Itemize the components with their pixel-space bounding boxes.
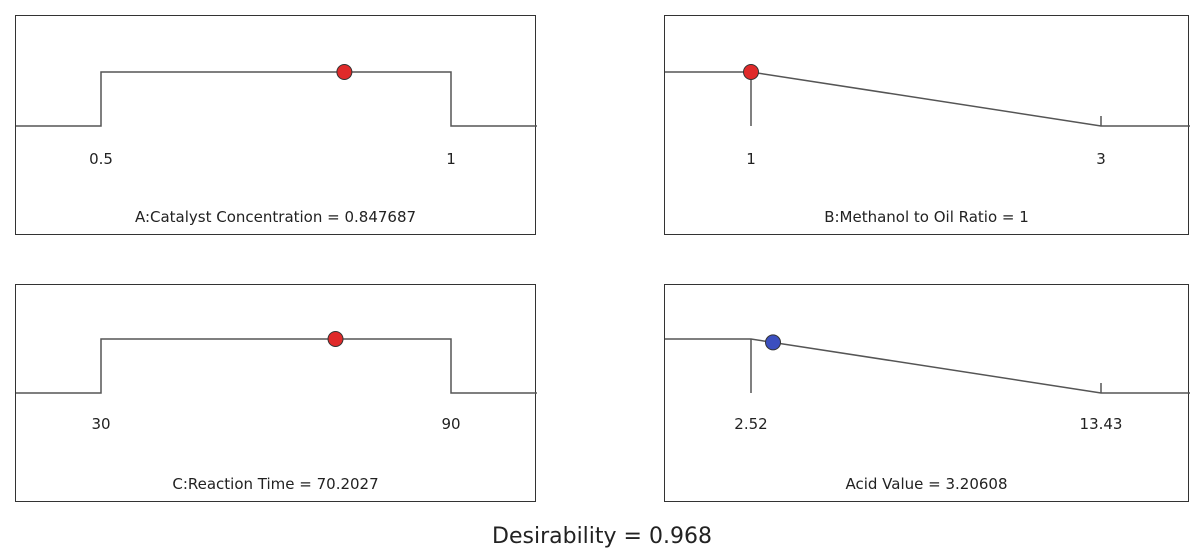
acid-value-panel: 2.52 13.43 Acid Value = 3.20608 bbox=[664, 284, 1190, 502]
optimum-point bbox=[765, 334, 782, 351]
tick-label-high: 1 bbox=[446, 150, 456, 168]
methanol-oil-ratio-plot bbox=[665, 64, 1190, 127]
catalyst-concentration-plot bbox=[16, 64, 537, 127]
methanol-oil-ratio-panel: 1 3 B:Methanol to Oil Ratio = 1 bbox=[664, 15, 1190, 235]
tick-label-low: 0.5 bbox=[89, 150, 113, 168]
tick-label-high: 3 bbox=[1096, 150, 1106, 168]
desirability-curve bbox=[16, 338, 537, 394]
panel-caption: Acid Value = 3.20608 bbox=[845, 475, 1008, 493]
reaction-time-plot bbox=[16, 331, 537, 394]
catalyst-concentration-panel: 0.5 1 A:Catalyst Concentration = 0.84768… bbox=[15, 15, 537, 235]
panel-caption: A:Catalyst Concentration = 0.847687 bbox=[134, 208, 417, 226]
acid-value-plot bbox=[665, 334, 1190, 394]
desirability-curve bbox=[665, 338, 1190, 394]
tick-label-high: 13.43 bbox=[1079, 415, 1123, 433]
tick-label-low: 1 bbox=[746, 150, 756, 168]
panel-caption: B:Methanol to Oil Ratio = 1 bbox=[824, 208, 1029, 226]
optimum-point bbox=[327, 331, 344, 347]
tick-label-low: 30 bbox=[91, 415, 111, 433]
desirability-label: Desirability = 0.968 bbox=[492, 524, 712, 549]
optimum-point bbox=[336, 64, 353, 80]
panel-caption: C:Reaction Time = 70.2027 bbox=[172, 475, 379, 493]
tick-label-high: 90 bbox=[441, 415, 461, 433]
desirability-curve bbox=[16, 71, 537, 127]
tick-label-low: 2.52 bbox=[734, 415, 768, 433]
desirability-curve bbox=[665, 71, 1190, 127]
optimum-point bbox=[743, 64, 759, 80]
reaction-time-panel: 30 90 C:Reaction Time = 70.2027 bbox=[15, 284, 537, 502]
